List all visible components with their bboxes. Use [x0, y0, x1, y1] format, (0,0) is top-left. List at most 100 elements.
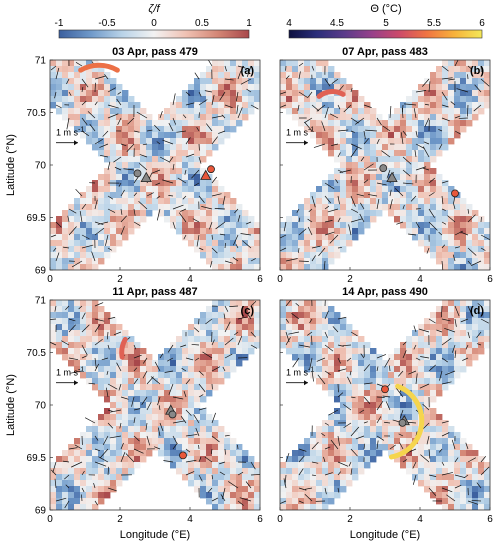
velocity-arrow: [120, 396, 129, 400]
red-circle-marker: [207, 165, 215, 174]
velocity-arrow: [324, 472, 333, 476]
vorticity-cell: [134, 426, 141, 433]
vorticity-cell: [188, 108, 195, 115]
velocity-arrow: [401, 107, 404, 119]
velocity-arrow: [467, 260, 472, 265]
vorticity-cell: [92, 252, 99, 259]
vorticity-cell: [334, 390, 341, 397]
vorticity-cell: [158, 438, 165, 445]
vorticity-cell: [460, 66, 467, 73]
vorticity-cell: [104, 330, 111, 337]
vorticity-cell: [406, 192, 413, 199]
vorticity-cell: [442, 60, 449, 67]
vorticity-cell: [218, 444, 225, 451]
vorticity-cell: [182, 420, 189, 427]
vorticity-cell: [442, 252, 449, 259]
vorticity-cell: [418, 156, 425, 163]
vorticity-cell: [152, 408, 159, 415]
vorticity-cell: [412, 462, 419, 469]
vorticity-cell: [310, 258, 317, 265]
vorticity-cell: [406, 354, 413, 361]
velocity-arrow: [360, 353, 365, 359]
vorticity-cell: [98, 138, 105, 145]
velocity-arrow: [180, 208, 187, 212]
vorticity-cell: [322, 138, 329, 145]
vorticity-cell: [74, 216, 81, 223]
vorticity-cell: [304, 306, 311, 313]
vorticity-cell: [334, 420, 341, 427]
vorticity-cell: [400, 162, 407, 169]
vorticity-cell: [430, 78, 437, 85]
vorticity-cell: [346, 156, 353, 163]
vorticity-cell: [80, 234, 87, 241]
velocity-arrow: [196, 234, 200, 247]
gray-circle-marker: [168, 410, 177, 419]
vorticity-cell: [128, 462, 135, 469]
vorticity-cell: [340, 228, 347, 235]
vorticity-cell: [394, 432, 401, 439]
velocity-arrow: [428, 474, 437, 477]
vorticity-cell: [122, 438, 129, 445]
vorticity-cell: [80, 84, 87, 91]
vorticity-cell: [248, 462, 255, 469]
vorticity-cell: [298, 504, 305, 510]
vorticity-cell: [322, 312, 329, 319]
vorticity-cell: [364, 156, 371, 163]
vorticity-cell: [484, 264, 490, 270]
velocity-arrow: [185, 471, 195, 476]
vorticity-cell: [248, 318, 255, 325]
velocity-arrow: [198, 456, 202, 463]
vorticity-cell: [98, 180, 105, 187]
vorticity-cell: [164, 414, 171, 421]
vorticity-cell: [484, 96, 490, 103]
vorticity-cell: [460, 336, 467, 343]
vorticity-cell: [242, 66, 249, 73]
vorticity-cell: [74, 468, 81, 475]
velocity-arrow: [250, 258, 256, 262]
vorticity-cell: [164, 138, 171, 145]
vorticity-cell: [254, 246, 260, 253]
vorticity-cell: [152, 414, 159, 421]
vorticity-cell: [340, 108, 347, 115]
vorticity-cell: [472, 90, 479, 97]
vorticity-cell: [200, 318, 207, 325]
vorticity-cell: [122, 444, 129, 451]
vorticity-cell: [310, 432, 317, 439]
velocity-arrow: [198, 394, 204, 398]
vorticity-cell: [310, 204, 317, 211]
vorticity-cell: [134, 180, 141, 187]
vorticity-cell: [242, 480, 249, 487]
vorticity-cell: [50, 474, 57, 481]
vorticity-cell: [430, 438, 437, 445]
vorticity-cell: [346, 198, 353, 205]
velocity-arrow: [141, 396, 148, 405]
velocity-arrow: [89, 123, 96, 132]
vorticity-cell: [310, 264, 317, 270]
vorticity-cell: [146, 408, 153, 415]
vorticity-cell: [200, 180, 207, 187]
vorticity-cell: [394, 174, 401, 181]
vorticity-cell: [442, 348, 449, 355]
vorticity-cell: [376, 114, 383, 121]
velocity-arrow: [298, 62, 304, 67]
velocity-arrow: [423, 141, 430, 145]
vorticity-cell: [218, 240, 225, 247]
vorticity-cell: [110, 420, 117, 427]
velocity-arrow: [453, 195, 456, 205]
vorticity-cell: [472, 306, 479, 313]
velocity-arrow: [81, 130, 89, 137]
vorticity-cell: [176, 360, 183, 367]
velocity-arrow: [68, 91, 72, 96]
vorticity-cell: [436, 462, 443, 469]
vorticity-cell: [212, 498, 219, 505]
vorticity-cell: [50, 318, 57, 325]
vorticity-cell: [248, 216, 255, 223]
vorticity-cell: [382, 360, 389, 367]
vorticity-cell: [310, 306, 317, 313]
vorticity-cell: [346, 228, 353, 235]
vorticity-cell: [454, 240, 461, 247]
vorticity-cell: [460, 210, 467, 217]
velocity-arrow: [55, 67, 60, 80]
velocity-arrow: [55, 497, 67, 502]
vorticity-cell: [194, 138, 201, 145]
